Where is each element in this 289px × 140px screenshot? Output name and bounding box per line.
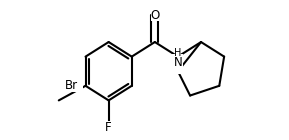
- Text: O: O: [150, 9, 160, 22]
- FancyBboxPatch shape: [151, 10, 159, 21]
- Text: Br: Br: [65, 79, 78, 92]
- Text: H: H: [174, 48, 181, 58]
- Text: F: F: [105, 121, 112, 134]
- FancyBboxPatch shape: [104, 121, 113, 133]
- FancyBboxPatch shape: [173, 54, 184, 74]
- FancyBboxPatch shape: [60, 79, 83, 93]
- Text: N: N: [174, 56, 182, 69]
